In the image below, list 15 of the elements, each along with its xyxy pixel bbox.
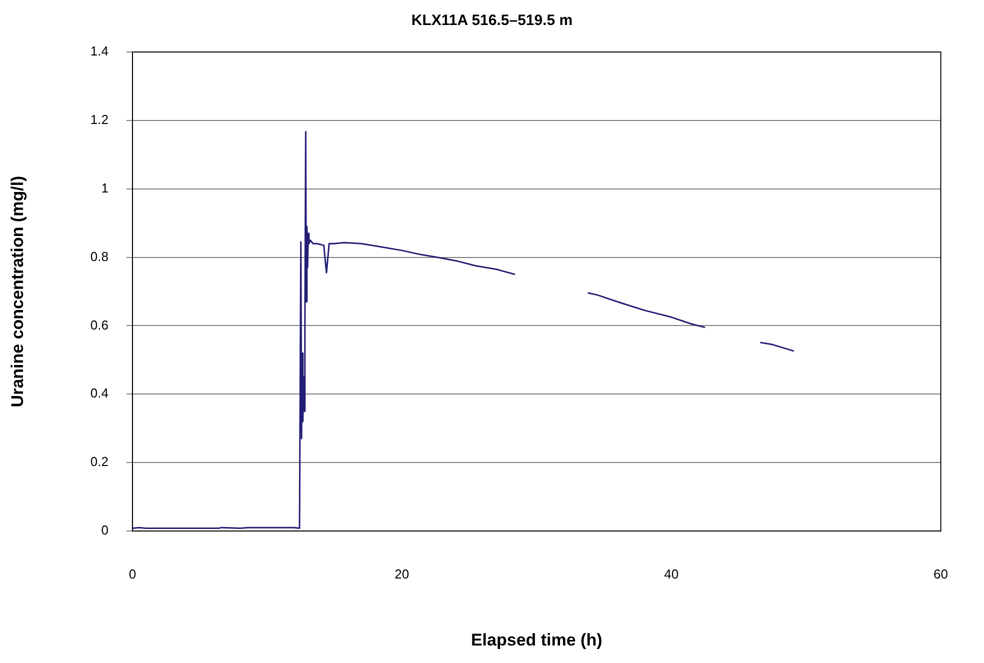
x-tick-label: 20 (394, 566, 410, 582)
x-tick-label: 60 (934, 566, 948, 582)
y-tick-label: 1.4 (90, 44, 108, 59)
y-tick-label: 0.4 (90, 386, 108, 401)
x-axis-title: Elapsed time (h) (470, 630, 602, 650)
y-tick-label: 1 (101, 180, 108, 196)
chart-title: KLX11A 516.5–519.5 m (411, 12, 573, 30)
y-tick-label: 0.8 (90, 248, 108, 264)
x-tick-label: 40 (664, 566, 679, 582)
y-tick-label: 0.6 (90, 317, 108, 332)
y-axis-title: Uranine concentration (mg/l) (8, 176, 27, 408)
x-tick-label: 0 (128, 566, 136, 582)
y-tick-label: 1.2 (90, 112, 108, 128)
y-tick-label: 0.2 (90, 454, 108, 470)
y-tick-label: 0 (101, 522, 108, 538)
